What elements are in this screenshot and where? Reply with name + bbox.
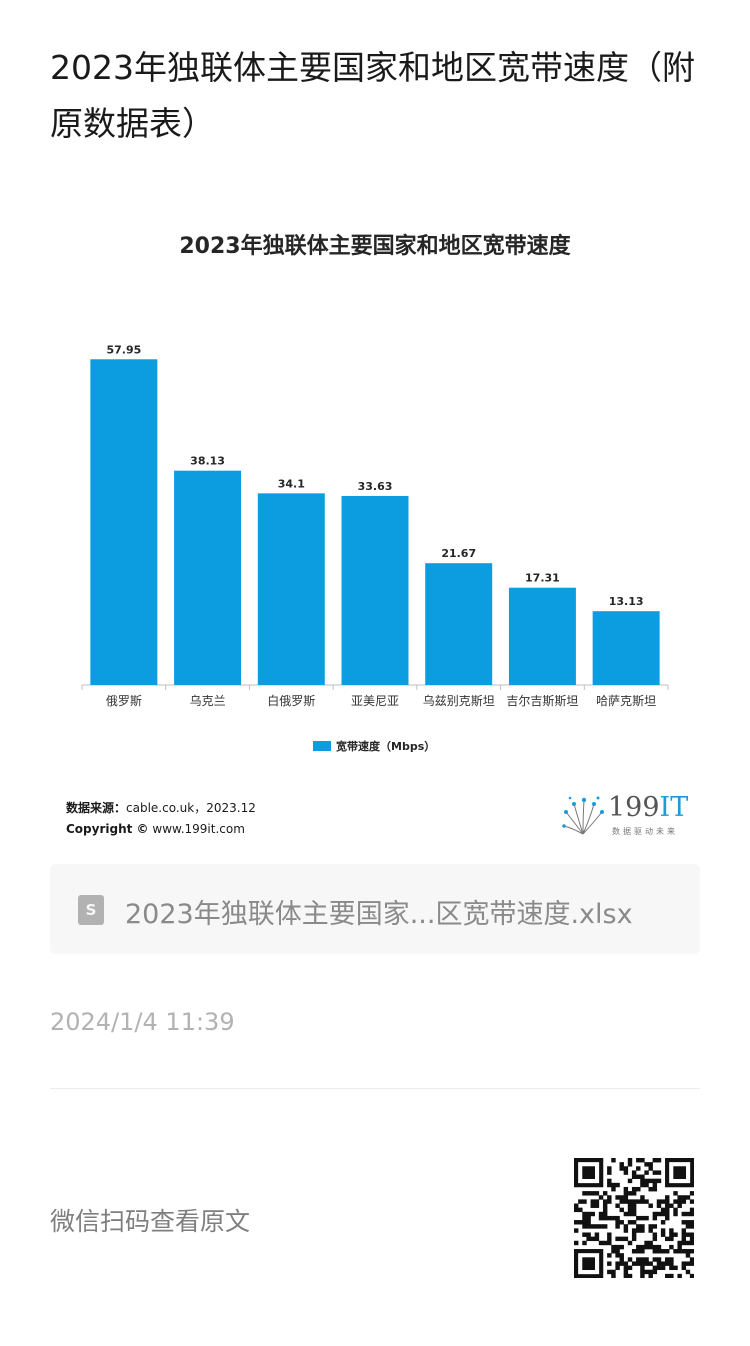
x-tick-label: 乌兹别克斯坦: [423, 693, 495, 708]
bar: [174, 470, 242, 685]
chart-card: 2023年独联体主要国家和地区宽带速度 57.95 俄罗斯 38.13 乌克兰 34.1…: [40, 210, 710, 850]
publish-timestamp: 2024/1/4 11:39: [50, 1008, 235, 1036]
data-label: 38.13: [190, 455, 225, 468]
copyright-value: www.199it.com: [152, 822, 245, 836]
bar: [257, 493, 325, 685]
data-label: 17.31: [525, 572, 560, 585]
bar: [425, 563, 493, 685]
x-tick-label: 白俄罗斯: [267, 693, 315, 708]
bar: [508, 587, 576, 685]
legend: 宽带速度（Mbps）: [313, 739, 435, 753]
data-label: 13.13: [609, 595, 644, 608]
brand-logo: 199IT 数据驱动未来: [560, 792, 700, 840]
bar: [592, 611, 660, 685]
scan-to-view-text: 微信扫码查看原文: [50, 1207, 251, 1236]
bar-chart: 57.95 俄罗斯 38.13 乌克兰 34.1 白俄罗斯 33.63 亚美尼亚 21.67 乌兹…: [81, 343, 669, 753]
attachment-file-name[interactable]: 2023年独联体主要国家...区宽带速度.xlsx: [125, 899, 633, 930]
source-label: 数据来源：: [66, 801, 127, 815]
data-source: 数据来源：cable.co.uk，2023.12 Copyright © www…: [66, 798, 256, 840]
brand-tagline: 数据驱动未来: [612, 827, 678, 836]
copyright-label: Copyright ©: [66, 822, 149, 836]
bar: [341, 495, 409, 685]
page-title: 2023年独联体主要国家和地区宽带速度（附原数据表）: [50, 48, 695, 143]
data-label: 57.95: [106, 343, 141, 356]
data-label: 33.63: [358, 480, 393, 493]
attachment-file-card[interactable]: S 2023年独联体主要国家...区宽带速度.xlsx: [50, 864, 700, 954]
bar: [90, 359, 158, 685]
chart-title: 2023年独联体主要国家和地区宽带速度: [179, 234, 571, 259]
x-tick-label: 亚美尼亚: [351, 694, 399, 708]
x-tick-label: 俄罗斯: [106, 694, 142, 708]
data-label: 34.1: [278, 477, 305, 490]
x-tick-label: 乌克兰: [190, 693, 226, 708]
spreadsheet-file-icon: S: [78, 895, 104, 925]
data-label: 21.67: [441, 547, 476, 560]
dandelion-logo-icon: [562, 796, 604, 835]
x-tick-label: 哈萨克斯坦: [596, 694, 656, 708]
legend-label: 宽带速度（Mbps）: [335, 739, 435, 753]
brand-name: 199IT: [608, 792, 689, 823]
divider: [50, 1088, 700, 1089]
x-tick-label: 吉尔吉斯斯坦: [506, 693, 578, 708]
source-value: cable.co.uk，2023.12: [126, 801, 256, 815]
legend-swatch: [313, 741, 331, 751]
qr-code-icon[interactable]: [574, 1158, 694, 1278]
